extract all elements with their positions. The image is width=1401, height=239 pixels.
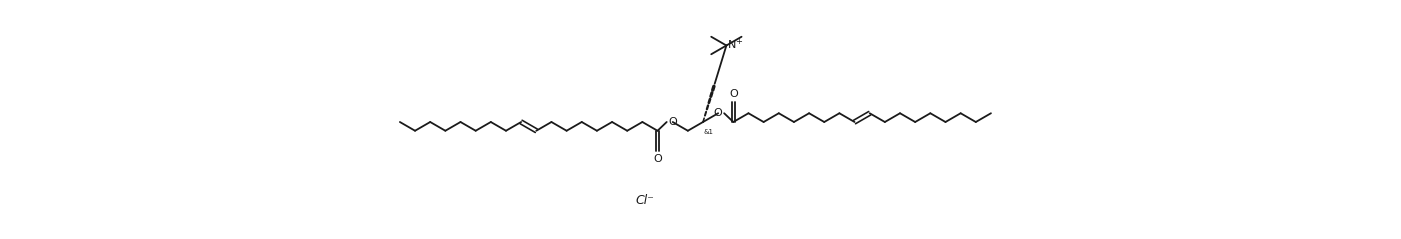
Text: Cl⁻: Cl⁻	[636, 194, 654, 206]
Text: +: +	[736, 37, 743, 46]
Text: &1: &1	[703, 129, 715, 135]
Text: N: N	[727, 40, 736, 50]
Text: O: O	[713, 108, 723, 118]
Text: O: O	[668, 117, 677, 127]
Text: O: O	[729, 89, 738, 99]
Text: O: O	[653, 154, 661, 164]
